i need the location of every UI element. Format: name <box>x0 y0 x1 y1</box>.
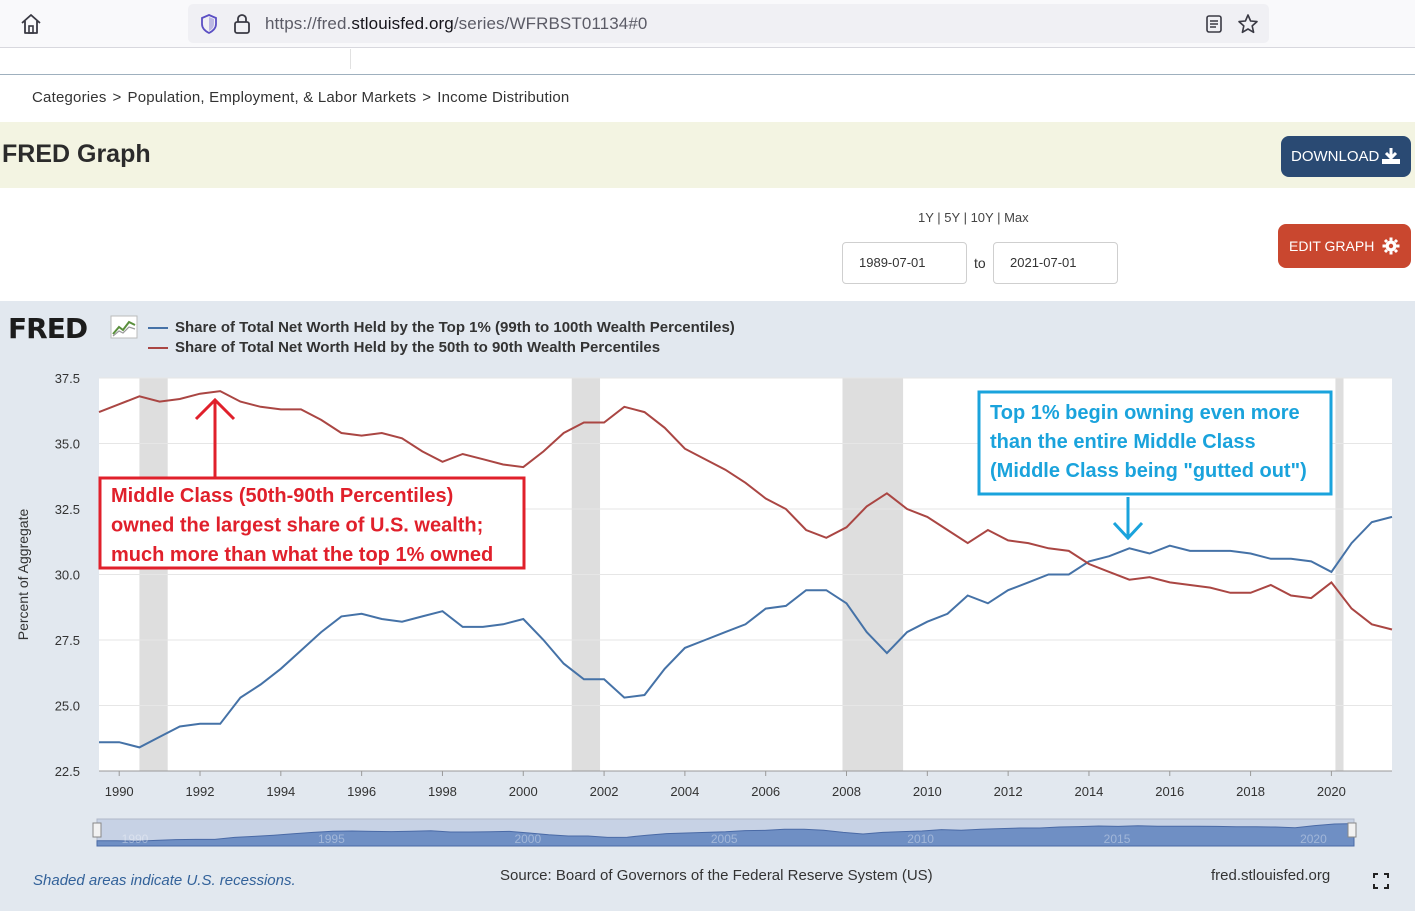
date-range-links: 1Y | 5Y | 10Y | Max <box>918 210 1029 225</box>
series-line-top1[interactable] <box>99 515 1393 749</box>
lock-icon[interactable] <box>233 13 251 35</box>
blue-annotation-text: (Middle Class being "gutted out") <box>990 460 1307 482</box>
navigator-label: 1990 <box>122 832 149 846</box>
x-tick-label: 2000 <box>509 784 538 799</box>
red-annotation-text: owned the largest share of U.S. wealth; <box>111 515 483 537</box>
navigator-label: 2000 <box>514 832 541 846</box>
breadcrumb: Categories > Population, Employment, & Lab… <box>32 89 575 106</box>
download-icon <box>1382 148 1400 164</box>
x-tick-label: 2004 <box>670 784 699 799</box>
fullscreen-icon[interactable] <box>1373 873 1389 889</box>
y-tick-label: 35.0 <box>55 437 80 452</box>
blue-annotation-text: than the entire Middle Class <box>990 431 1256 453</box>
fred-logo: FRED <box>8 312 88 345</box>
red-annotation-text: much more than what the top 1% owned <box>111 544 493 566</box>
red-annotation-text: Middle Class (50th-90th Percentiles) <box>111 485 453 507</box>
toolbar-strip <box>0 49 1415 75</box>
gear-icon <box>1382 237 1400 255</box>
address-bar[interactable]: https://fred.stlouisfed.org/series/WFRBS… <box>188 4 1269 43</box>
x-tick-label: 2010 <box>913 784 942 799</box>
red-arrow-head <box>194 397 236 421</box>
x-tick-label: 1996 <box>347 784 376 799</box>
graph-panel: FRED Share of Total Net Worth Held by th… <box>0 301 1415 911</box>
reader-view-icon[interactable] <box>1205 14 1223 34</box>
blue-arrow-head <box>1112 521 1144 541</box>
breadcrumb-separator: > <box>422 89 432 106</box>
x-tick-label: 2018 <box>1236 784 1265 799</box>
legend-label: Share of Total Net Worth Held by the 50t… <box>175 339 661 356</box>
navigator-label: 1995 <box>318 832 345 846</box>
edit-graph-label: EDIT GRAPH <box>1289 238 1375 254</box>
range-5y[interactable]: 5Y <box>944 210 960 225</box>
bookmark-star-icon[interactable] <box>1237 13 1259 35</box>
y-tick-label: 30.0 <box>55 568 80 583</box>
to-label: to <box>974 255 986 271</box>
x-tick-label: 2006 <box>751 784 780 799</box>
download-button[interactable]: DOWNLOAD <box>1281 136 1411 177</box>
navigator-series <box>96 823 1355 847</box>
x-tick-label: 2002 <box>590 784 619 799</box>
legend-label: Share of Total Net Worth Held by the Top… <box>175 319 735 336</box>
x-tick-label: 2020 <box>1317 784 1346 799</box>
breadcrumb-separator: > <box>112 89 122 106</box>
home-icon[interactable] <box>18 12 44 36</box>
x-tick-label: 2012 <box>994 784 1023 799</box>
page-title: FRED Graph <box>2 140 151 168</box>
x-tick-label: 1990 <box>105 784 134 799</box>
divider <box>350 49 351 69</box>
x-tick-label: 1994 <box>266 784 295 799</box>
navigator-handle-right[interactable] <box>1347 822 1357 838</box>
fred-chart-logo-icon <box>110 315 138 339</box>
chart-legend: Share of Total Net Worth Held by the Top… <box>148 319 735 359</box>
navigator-label: 2005 <box>711 832 738 846</box>
title-band: FRED Graph DOWNLOAD <box>0 122 1415 188</box>
range-max[interactable]: Max <box>1004 210 1029 225</box>
x-tick-label: 1992 <box>186 784 215 799</box>
y-tick-label: 25.0 <box>55 699 80 714</box>
browser-toolbar: https://fred.stlouisfed.org/series/WFRBS… <box>0 0 1415 48</box>
navigator-label: 2020 <box>1300 832 1327 846</box>
range-1y[interactable]: 1Y <box>918 210 934 225</box>
y-tick-label: 22.5 <box>55 764 80 779</box>
blue-annotation-text: Top 1% begin owning even more <box>990 402 1300 424</box>
end-date-input[interactable]: 2021-07-01 <box>993 242 1118 284</box>
line-chart[interactable]: 22.5 25.0 27.5 30.0 32.5 35.0 37.5 1990 1992 1994… <box>0 301 1415 861</box>
shield-icon[interactable] <box>200 14 218 34</box>
legend-item-top1[interactable]: Share of Total Net Worth Held by the Top… <box>148 319 735 339</box>
start-date-input[interactable]: 1989-07-01 <box>842 242 967 284</box>
legend-item-middle[interactable]: Share of Total Net Worth Held by the 50t… <box>148 339 735 359</box>
x-tick-label: 2008 <box>832 784 861 799</box>
edit-graph-button[interactable]: EDIT GRAPH <box>1278 224 1411 268</box>
series-line-middle[interactable] <box>98 390 1393 631</box>
range-10y[interactable]: 10Y <box>970 210 994 225</box>
breadcrumb-population[interactable]: Population, Employment, & Labor Markets <box>127 89 417 106</box>
navigator-handle-left[interactable] <box>92 822 102 838</box>
breadcrumb-categories[interactable]: Categories <box>32 89 107 106</box>
legend-swatch <box>148 327 168 329</box>
url-text[interactable]: https://fred.stlouisfed.org/series/WFRBS… <box>265 14 648 33</box>
download-label: DOWNLOAD <box>1291 148 1380 165</box>
source-text: Source: Board of Governors of the Federa… <box>500 867 933 884</box>
navigator-label: 2010 <box>907 832 934 846</box>
y-tick-label: 32.5 <box>55 502 80 517</box>
blue-annotation-box <box>977 390 1333 496</box>
breadcrumb-income-distribution[interactable]: Income Distribution <box>437 89 570 106</box>
x-tick-label: 2014 <box>1074 784 1103 799</box>
y-tick-label: 27.5 <box>55 633 80 648</box>
y-axis-label: Percent of Aggregate <box>15 509 31 641</box>
legend-swatch <box>148 347 168 349</box>
y-tick-label: 37.5 <box>55 371 80 386</box>
navigator-label: 2015 <box>1104 832 1131 846</box>
x-tick-label: 2016 <box>1155 784 1184 799</box>
site-link[interactable]: fred.stlouisfed.org <box>1211 867 1331 884</box>
red-annotation-box <box>98 476 526 570</box>
recession-note: Shaded areas indicate U.S. recessions. <box>33 872 296 889</box>
x-tick-label: 1998 <box>428 784 457 799</box>
